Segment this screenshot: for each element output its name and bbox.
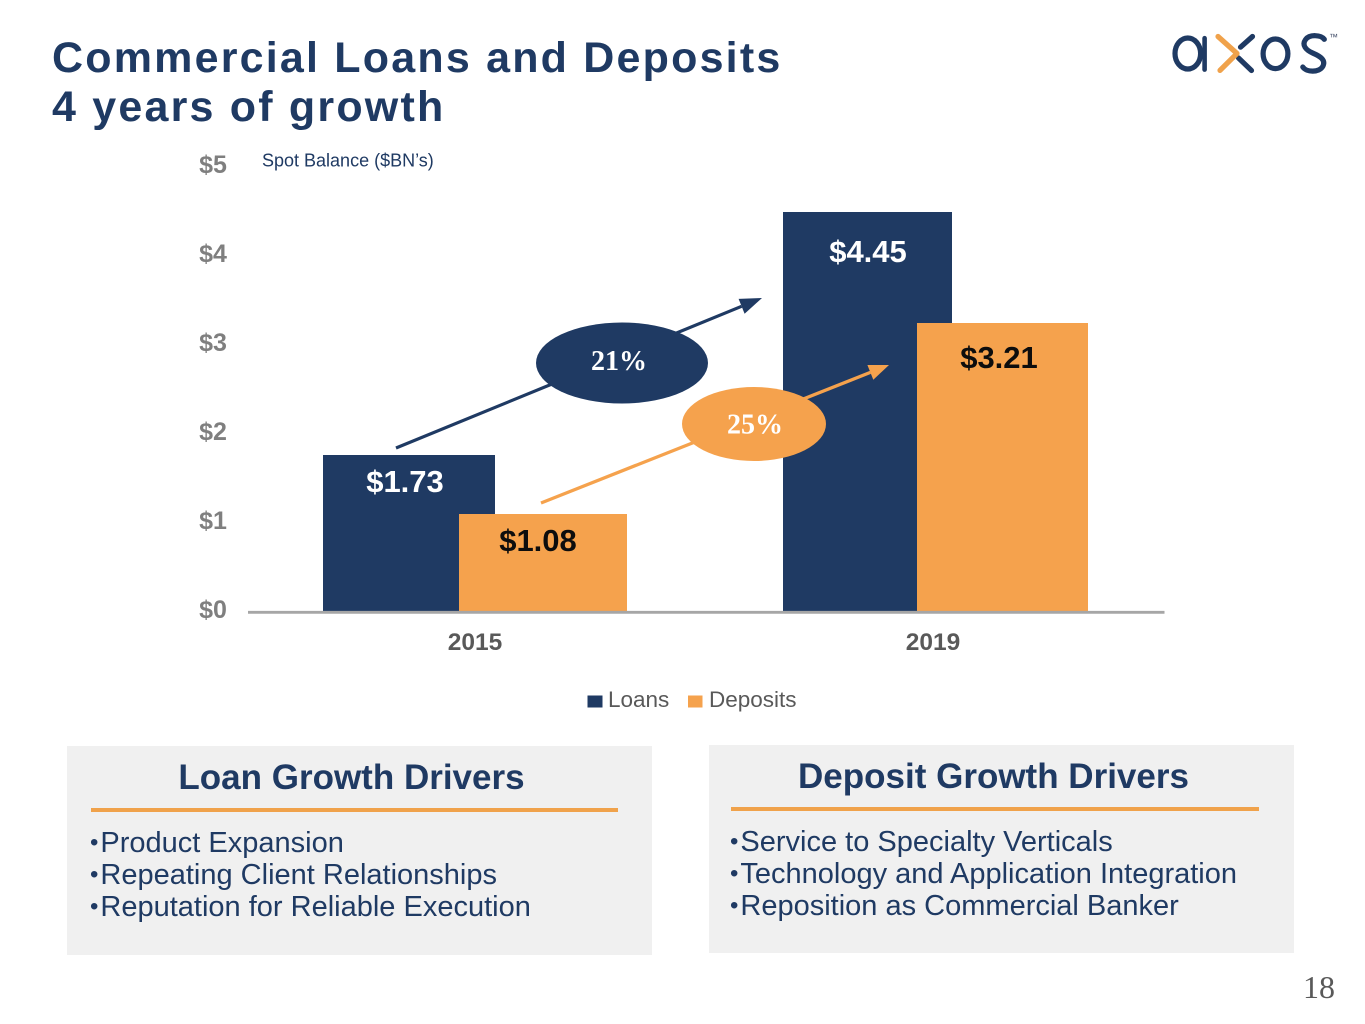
svg-text:2019: 2019 <box>906 629 961 656</box>
svg-text:™: ™ <box>1329 32 1338 42</box>
svg-text:25%: 25% <box>727 410 783 441</box>
svg-text:Spot Balance ($BN’s): Spot Balance ($BN’s) <box>262 151 434 171</box>
svg-text:$3: $3 <box>199 329 227 357</box>
svg-text:$5: $5 <box>199 151 227 179</box>
svg-text:$1.73: $1.73 <box>366 464 444 499</box>
svg-text:$3.21: $3.21 <box>960 340 1038 375</box>
svg-text:21%: 21% <box>591 346 647 377</box>
svg-text:Loans: Loans <box>608 687 669 712</box>
svg-text:$4: $4 <box>199 240 227 268</box>
svg-text:Deposits: Deposits <box>709 687 797 712</box>
svg-text:$0: $0 <box>199 596 227 624</box>
svg-text:$2: $2 <box>199 418 227 446</box>
svg-text:$1.08: $1.08 <box>499 523 577 558</box>
svg-text:$4.45: $4.45 <box>829 234 907 269</box>
svg-text:2015: 2015 <box>448 629 503 656</box>
svg-text:$1: $1 <box>199 507 227 535</box>
